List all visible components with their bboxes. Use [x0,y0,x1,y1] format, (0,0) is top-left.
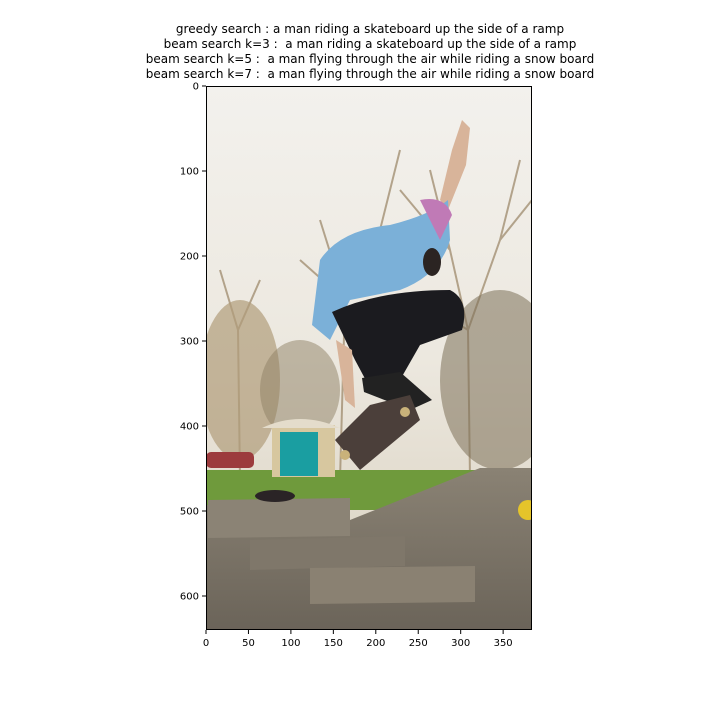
parked-car [206,452,254,468]
y-tick-label: 100 [180,167,199,178]
wheel-1 [340,450,350,460]
shoe [362,372,432,410]
x-tick-label: 250 [409,638,428,649]
title-line-beam-k7: beam search k=7 : a man flying through t… [145,67,595,81]
photo [206,86,532,630]
y-tick-label: 0 [193,82,199,93]
title-line-greedy: greedy search : a man riding a skateboar… [175,22,565,36]
x-tick-label: 350 [494,638,513,649]
tree-left [206,300,280,460]
step-middle [250,536,405,570]
x-tick-label: 100 [281,638,300,649]
x-tick-label: 50 [242,638,255,649]
head [423,248,441,276]
lower-arm [336,340,355,408]
y-tick-label: 600 [180,592,199,603]
raised-arm [440,120,470,210]
person-edge [518,500,532,520]
title-line-beam-k5: beam search k=5 : a man flying through t… [145,52,595,66]
tree-right [440,290,532,470]
chart-title: greedy search : a man riding a skateboar… [0,22,720,82]
y-tick-label: 500 [180,507,199,518]
x-tick-label: 150 [324,638,343,649]
x-tick-label: 0 [203,638,209,649]
bag-on-ledge [255,490,295,502]
shed [262,419,340,477]
y-axis: 0 100 200 300 400 500 600 [180,82,206,603]
ledge-top [208,498,350,538]
tie-dye-shirt [312,200,450,340]
skateboarder [312,120,470,470]
plot-frame [206,86,532,630]
step-bottom [310,566,475,604]
pants [332,290,465,388]
y-tick-label: 200 [180,252,199,263]
shirt-pink-patch [420,199,452,240]
y-tick-label: 400 [180,422,199,433]
wheel-2 [400,407,410,417]
x-tick-label: 300 [451,638,470,649]
x-tick-label: 200 [366,638,385,649]
tree-mid [260,340,340,440]
y-tick-label: 300 [180,337,199,348]
title-line-beam-k3: beam search k=3 : a man riding a skatebo… [163,37,577,51]
skateboard-deck [335,395,420,470]
x-axis: 0 50 100 150 200 250 300 350 [203,630,513,649]
